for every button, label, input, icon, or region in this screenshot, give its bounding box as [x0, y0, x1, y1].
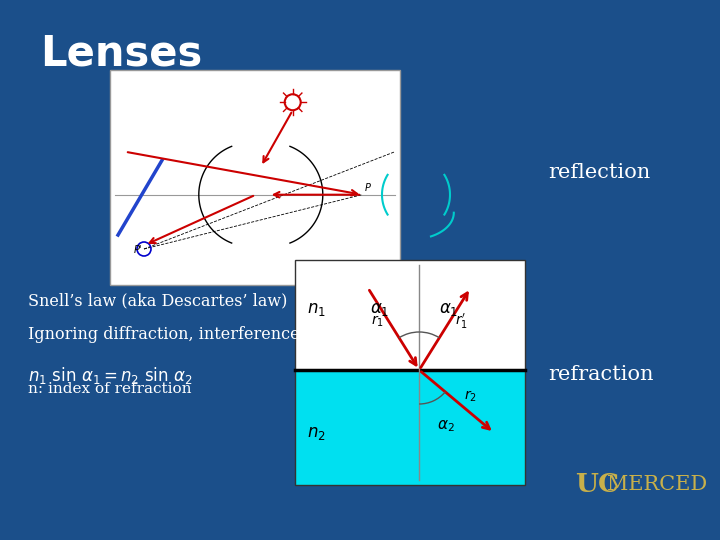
- Bar: [110, 70, 400, 285]
- Text: Ignoring diffraction, interference: Ignoring diffraction, interference: [28, 326, 300, 343]
- Text: n: index of refraction: n: index of refraction: [28, 382, 192, 396]
- Text: P: P: [365, 183, 371, 193]
- Bar: [295, 260, 525, 370]
- Text: P': P': [134, 245, 143, 255]
- Text: Lenses: Lenses: [40, 32, 202, 74]
- Text: $\alpha_1$: $\alpha_1$: [369, 301, 389, 318]
- Text: UC: UC: [575, 472, 619, 497]
- Text: $n_1$: $n_1$: [307, 301, 326, 319]
- Text: $\alpha_1$: $\alpha_1$: [439, 301, 459, 318]
- Text: $n_2$: $n_2$: [307, 425, 325, 442]
- Text: MERCED: MERCED: [607, 476, 707, 495]
- Text: $r_1'$: $r_1'$: [455, 312, 468, 331]
- Text: $n_1\ \mathrm{sin}\ \alpha_1 = n_2\ \mathrm{sin}\ \alpha_2$: $n_1\ \mathrm{sin}\ \alpha_1 = n_2\ \mat…: [28, 365, 192, 386]
- Text: refraction: refraction: [548, 366, 654, 384]
- Bar: [295, 370, 525, 485]
- Text: reflection: reflection: [548, 163, 650, 181]
- Text: $r_2$: $r_2$: [464, 389, 477, 404]
- Text: Snell’s law (aka Descartes’ law): Snell’s law (aka Descartes’ law): [28, 292, 287, 309]
- Text: $\alpha_2$: $\alpha_2$: [437, 419, 455, 435]
- Text: $r_1$: $r_1$: [371, 314, 384, 329]
